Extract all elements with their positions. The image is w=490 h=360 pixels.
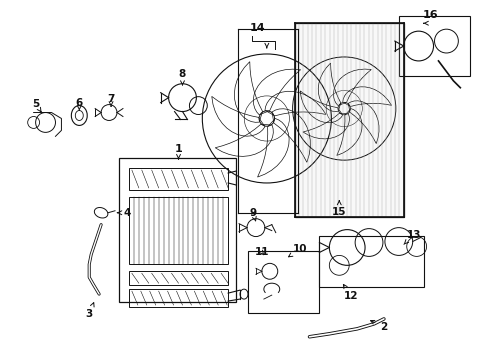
Text: 8: 8 <box>179 69 186 85</box>
Text: 12: 12 <box>343 284 358 301</box>
Text: 4: 4 <box>118 208 131 218</box>
Text: 5: 5 <box>32 99 41 112</box>
Text: 1: 1 <box>174 144 182 154</box>
Text: 3: 3 <box>86 303 94 319</box>
Text: 14: 14 <box>250 23 266 33</box>
Text: 15: 15 <box>332 201 346 217</box>
Bar <box>129 289 228 307</box>
Bar <box>119 158 236 302</box>
Bar <box>129 271 228 285</box>
Bar <box>319 235 424 287</box>
Text: 10: 10 <box>289 244 307 257</box>
Text: 11: 11 <box>255 247 269 257</box>
Bar <box>129 197 228 264</box>
Text: 2: 2 <box>370 320 388 332</box>
Text: 13: 13 <box>404 230 421 244</box>
Text: 7: 7 <box>107 94 115 107</box>
Bar <box>399 16 470 76</box>
Text: 6: 6 <box>75 98 83 111</box>
Text: 16: 16 <box>423 10 439 20</box>
Bar <box>294 23 404 217</box>
Bar <box>248 251 319 313</box>
Text: 9: 9 <box>249 208 256 221</box>
Bar <box>129 168 228 190</box>
